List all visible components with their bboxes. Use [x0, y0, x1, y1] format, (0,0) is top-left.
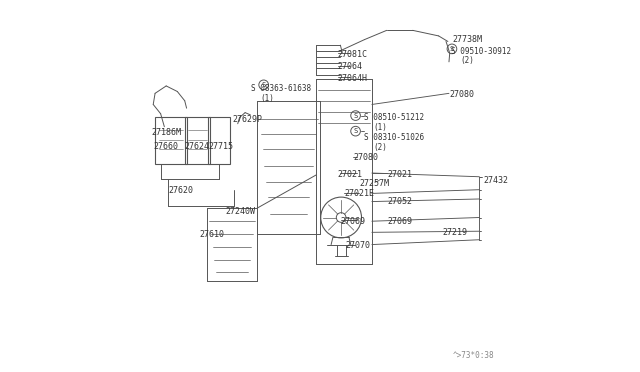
Text: 27738M: 27738M: [452, 35, 483, 44]
Text: 27064: 27064: [338, 62, 363, 71]
Text: S 08510-51212: S 08510-51212: [364, 113, 424, 122]
Text: (1): (1): [374, 123, 388, 132]
Text: 27021E: 27021E: [344, 189, 374, 198]
Text: 27257M: 27257M: [360, 179, 390, 188]
Text: S 09510-30912: S 09510-30912: [451, 47, 511, 56]
Text: 27070: 27070: [345, 241, 370, 250]
Text: 27064H: 27064H: [338, 74, 368, 83]
Text: S: S: [353, 113, 358, 119]
Text: 27219: 27219: [442, 228, 467, 237]
Text: 27080: 27080: [353, 153, 378, 161]
Text: 27629P: 27629P: [233, 115, 263, 124]
Text: 27432: 27432: [483, 176, 508, 185]
Text: 27610: 27610: [200, 230, 225, 239]
Bar: [208, 118, 230, 164]
Text: ^>73*0:38: ^>73*0:38: [452, 351, 494, 360]
Text: S: S: [262, 82, 266, 88]
Text: (2): (2): [374, 142, 388, 151]
Bar: [155, 118, 187, 164]
Text: 27069: 27069: [340, 217, 365, 226]
Text: S: S: [353, 128, 358, 134]
Text: 27240W: 27240W: [225, 207, 255, 216]
Text: S 08363-61638: S 08363-61638: [251, 84, 311, 93]
Text: (1): (1): [260, 94, 275, 103]
Text: 27660: 27660: [153, 142, 178, 151]
Text: S: S: [450, 46, 454, 52]
Text: (2): (2): [460, 56, 474, 65]
Text: 27624: 27624: [185, 142, 210, 151]
Text: 27021: 27021: [387, 170, 412, 179]
Text: 27620: 27620: [168, 186, 193, 195]
Text: 27081C: 27081C: [338, 50, 368, 59]
Text: 27069: 27069: [387, 217, 412, 226]
Text: 27715: 27715: [209, 142, 234, 151]
Bar: [185, 118, 210, 164]
Text: S 08310-51026: S 08310-51026: [364, 132, 424, 142]
Text: 27021: 27021: [338, 170, 363, 179]
Text: 27052: 27052: [387, 197, 412, 206]
Text: 27080: 27080: [449, 90, 474, 99]
Text: 27186M: 27186M: [152, 128, 182, 137]
